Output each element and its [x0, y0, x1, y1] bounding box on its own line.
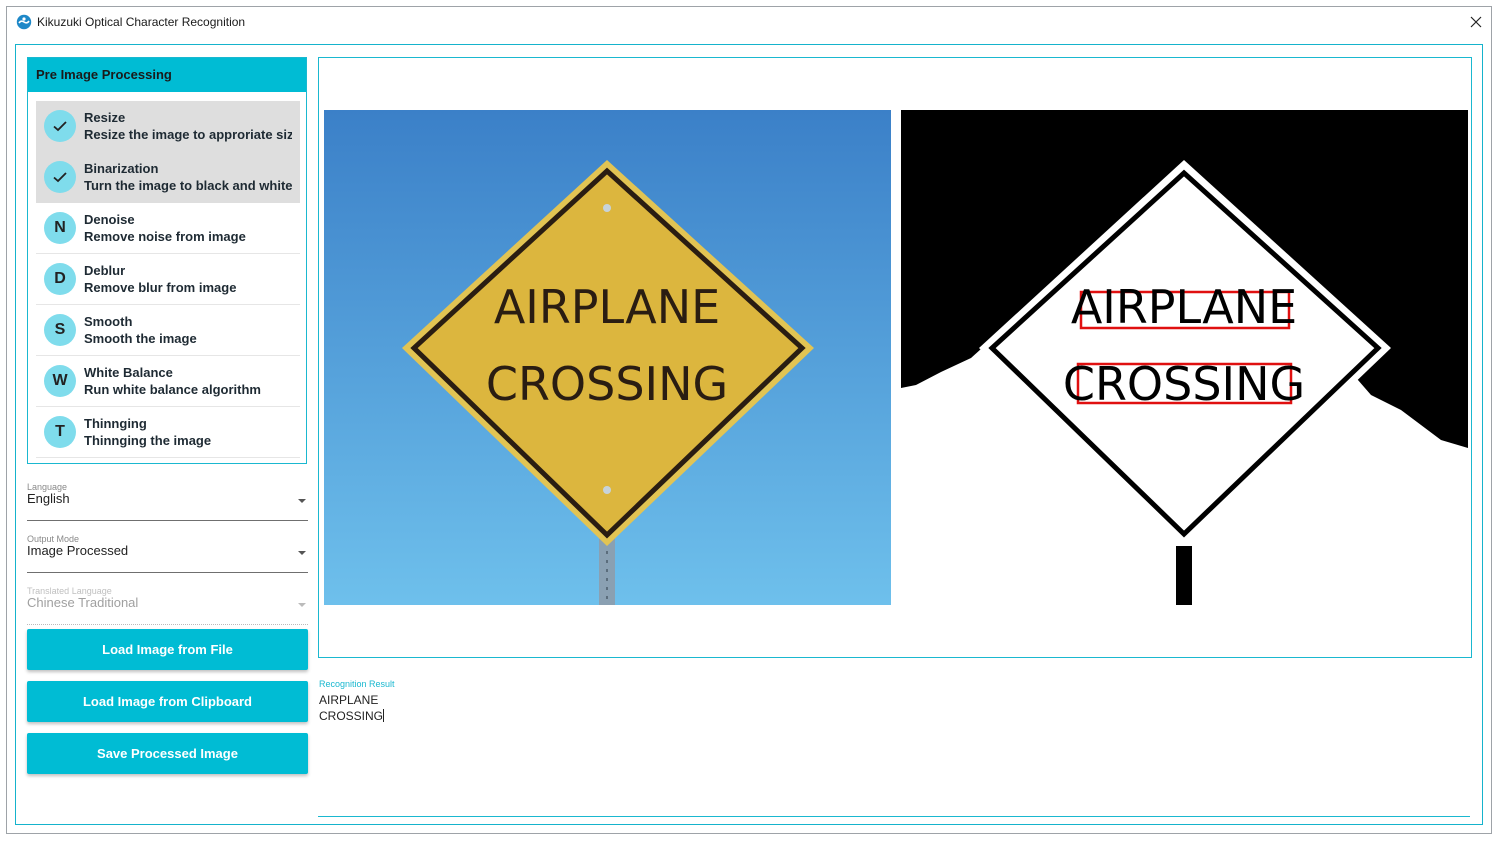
result-line: AIRPLANE [319, 693, 379, 707]
output-mode-select[interactable]: Output Mode Image Processed [27, 534, 308, 573]
language-label: Language [27, 482, 68, 492]
step-thinnging[interactable]: T Thinnging Thinnging the image [36, 407, 300, 458]
main-content: Pre Image Processing Resize Resize the i… [15, 44, 1483, 825]
close-icon [1470, 16, 1482, 28]
title-bar[interactable]: Kikuzuki Optical Character Recognition [7, 7, 1491, 37]
translated-language-label: Translated Language [27, 586, 112, 596]
step-avatar: W [44, 365, 76, 397]
result-underline [318, 816, 1470, 817]
step-denoise[interactable]: N Denoise Remove noise from image [36, 203, 300, 254]
step-description: Thinnging the image [84, 433, 212, 448]
sign-text-line: AIRPLANE [494, 280, 720, 334]
step-description: Smooth the image [84, 331, 197, 346]
step-description: Turn the image to black and white [84, 178, 292, 193]
step-title: Resize [84, 110, 126, 125]
output-mode-label: Output Mode [27, 534, 80, 544]
step-title: Denoise [84, 212, 135, 227]
step-title: White Balance [84, 365, 173, 380]
step-avatar: T [44, 416, 76, 448]
result-line: CROSSING [319, 708, 385, 724]
dropdown-arrow-icon [298, 499, 306, 503]
sign-text-line: CROSSING [1063, 357, 1305, 411]
step-description: Remove noise from image [84, 229, 246, 244]
result-line-text: CROSSING [319, 709, 384, 723]
panel-header: Pre Image Processing [28, 58, 306, 92]
step-title: Smooth [84, 314, 133, 329]
step-avatar: S [44, 314, 76, 346]
step-description: Resize the image to approriate size [84, 127, 292, 142]
processed-image: AIRPLANE CROSSING [901, 110, 1468, 605]
step-smooth[interactable]: S Smooth Smooth the image [36, 305, 300, 356]
kikuzuki-logo-icon [16, 14, 32, 30]
app-window: Kikuzuki Optical Character Recognition P… [6, 6, 1492, 834]
image-preview-area: AIRPLANE CROSSING AIRPLANE CROSSING [318, 57, 1472, 658]
original-image: AIRPLANE CROSSING [324, 110, 891, 605]
dropdown-arrow-icon [298, 603, 306, 607]
language-select[interactable]: Language English [27, 482, 308, 521]
check-icon [53, 121, 67, 132]
sign-text-line: CROSSING [486, 357, 728, 411]
step-description: Remove blur from image [84, 280, 237, 295]
step-list: Resize Resize the image to approriate si… [36, 101, 300, 458]
text-caret [383, 709, 385, 722]
step-avatar: D [44, 263, 76, 295]
step-resize[interactable]: Resize Resize the image to approriate si… [36, 101, 300, 152]
translated-language-select: Translated Language Chinese Traditional [27, 586, 308, 625]
language-value: English [27, 491, 70, 506]
step-title: Thinnging [84, 416, 147, 431]
pre-processing-panel: Pre Image Processing Resize Resize the i… [27, 57, 307, 464]
check-icon [53, 172, 67, 183]
recognition-result-textbox[interactable]: AIRPLANE CROSSING [319, 692, 385, 724]
dropdown-arrow-icon [298, 551, 306, 555]
save-processed-image-button[interactable]: Save Processed Image [27, 733, 308, 774]
step-white-balance[interactable]: W White Balance Run white balance algori… [36, 356, 300, 407]
step-binarization[interactable]: Binarization Turn the image to black and… [36, 152, 300, 203]
window-title: Kikuzuki Optical Character Recognition [37, 15, 246, 29]
step-avatar [44, 110, 76, 142]
step-description: Run white balance algorithm [84, 382, 261, 397]
sign-text-line: AIRPLANE [1071, 280, 1297, 334]
output-mode-value: Image Processed [27, 543, 129, 558]
translated-language-value: Chinese Traditional [27, 595, 139, 610]
step-title: Binarization [84, 161, 159, 176]
step-deblur[interactable]: D Deblur Remove blur from image [36, 254, 300, 305]
step-title: Deblur [84, 263, 126, 278]
load-image-clipboard-button[interactable]: Load Image from Clipboard [27, 681, 308, 722]
step-avatar [44, 161, 76, 193]
recognition-result-label: Recognition Result [319, 679, 395, 689]
load-image-file-button[interactable]: Load Image from File [27, 629, 308, 670]
step-avatar: N [44, 212, 76, 244]
close-button[interactable] [1461, 7, 1491, 37]
